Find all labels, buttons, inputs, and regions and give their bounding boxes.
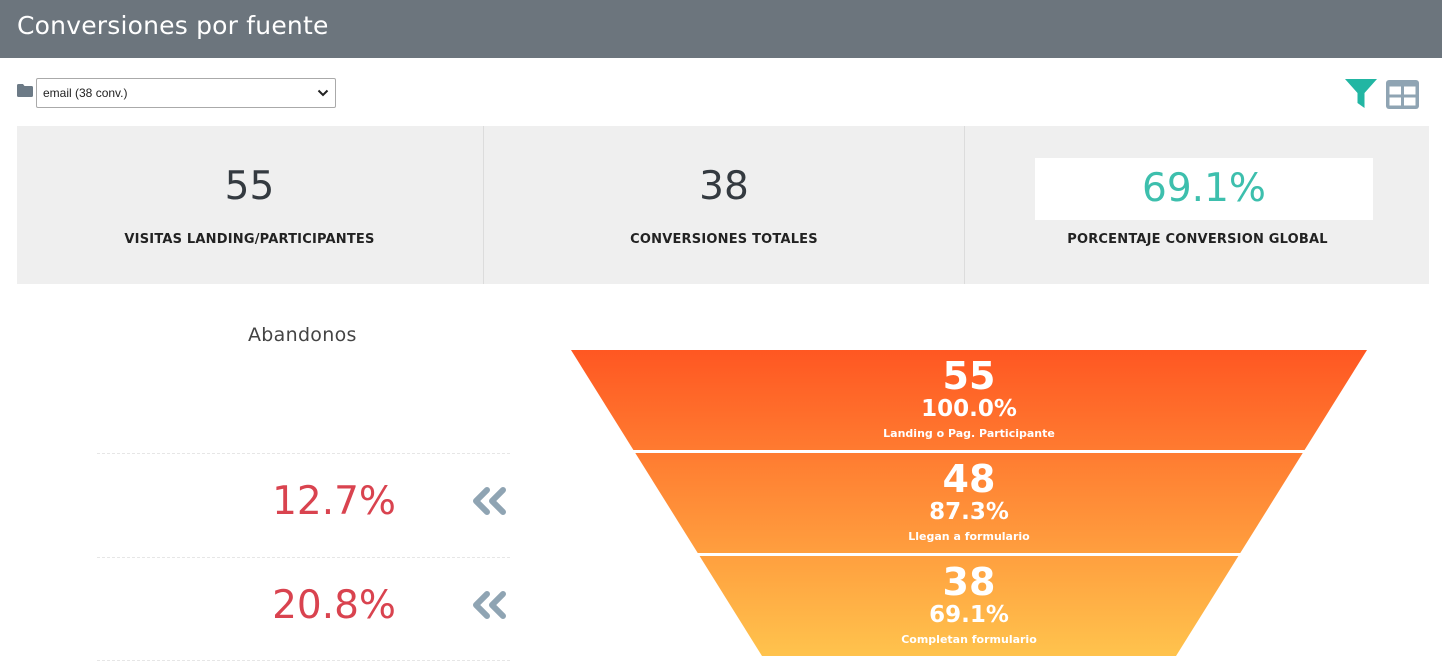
stat-conversion-rate-value: 69.1% (1142, 166, 1266, 211)
stat-conversions: 38 CONVERSIONES TOTALES (483, 126, 964, 284)
filter-icon[interactable] (1344, 78, 1378, 110)
stat-conversions-label: CONVERSIONES TOTALES (630, 232, 818, 247)
funnel-stage-value: 55 (943, 354, 996, 398)
funnel-stage-percent: 87.3% (929, 499, 1009, 525)
funnel-stage (571, 350, 1367, 450)
abandono-value: 20.8% (272, 583, 396, 628)
funnel-stage-percent: 69.1% (929, 602, 1009, 628)
funnel-stage-label: Completan formulario (901, 633, 1037, 646)
funnel-stage-label: Landing o Pag. Participante (883, 427, 1055, 440)
abandono-value: 12.7% (272, 479, 396, 524)
double-chevron-left-icon (473, 487, 506, 515)
page-title: Conversiones por fuente (17, 11, 329, 40)
stats-panel: 55 VISITAS LANDING/PARTICIPANTES 38 CONV… (17, 126, 1429, 284)
funnel-stage-percent: 100.0% (921, 396, 1017, 422)
stat-conversion-rate-box: 69.1% (1035, 158, 1373, 220)
abandonos-title: Abandonos (248, 324, 357, 346)
funnel-stage (699, 556, 1239, 656)
source-select-value: email (38 conv.) (43, 86, 128, 100)
table-icon[interactable] (1386, 80, 1419, 109)
abandonos-divider (97, 660, 510, 661)
source-select[interactable]: email (38 conv.) (36, 78, 336, 108)
stat-conversion-rate-label: PORCENTAJE CONVERSION GLOBAL (1067, 232, 1328, 247)
stat-visits: 55 VISITAS LANDING/PARTICIPANTES (17, 126, 482, 284)
funnel-stage-value: 48 (943, 457, 996, 501)
funnel-stage-label: Llegan a formulario (908, 530, 1030, 543)
stat-visits-label: VISITAS LANDING/PARTICIPANTES (124, 232, 375, 247)
folder-icon (17, 84, 33, 97)
double-chevron-left-icon (473, 591, 506, 619)
stat-conversions-value: 38 (699, 164, 749, 209)
stat-conversion-rate: 69.1% PORCENTAJE CONVERSION GLOBAL (964, 126, 1430, 284)
page-header: Conversiones por fuente (0, 0, 1442, 58)
chevron-down-icon (317, 89, 329, 97)
abandonos-divider (97, 453, 510, 454)
funnel-stage (635, 453, 1303, 553)
abandonos-divider (97, 557, 510, 558)
funnel-stage-value: 38 (943, 560, 996, 604)
stat-visits-value: 55 (224, 164, 275, 209)
